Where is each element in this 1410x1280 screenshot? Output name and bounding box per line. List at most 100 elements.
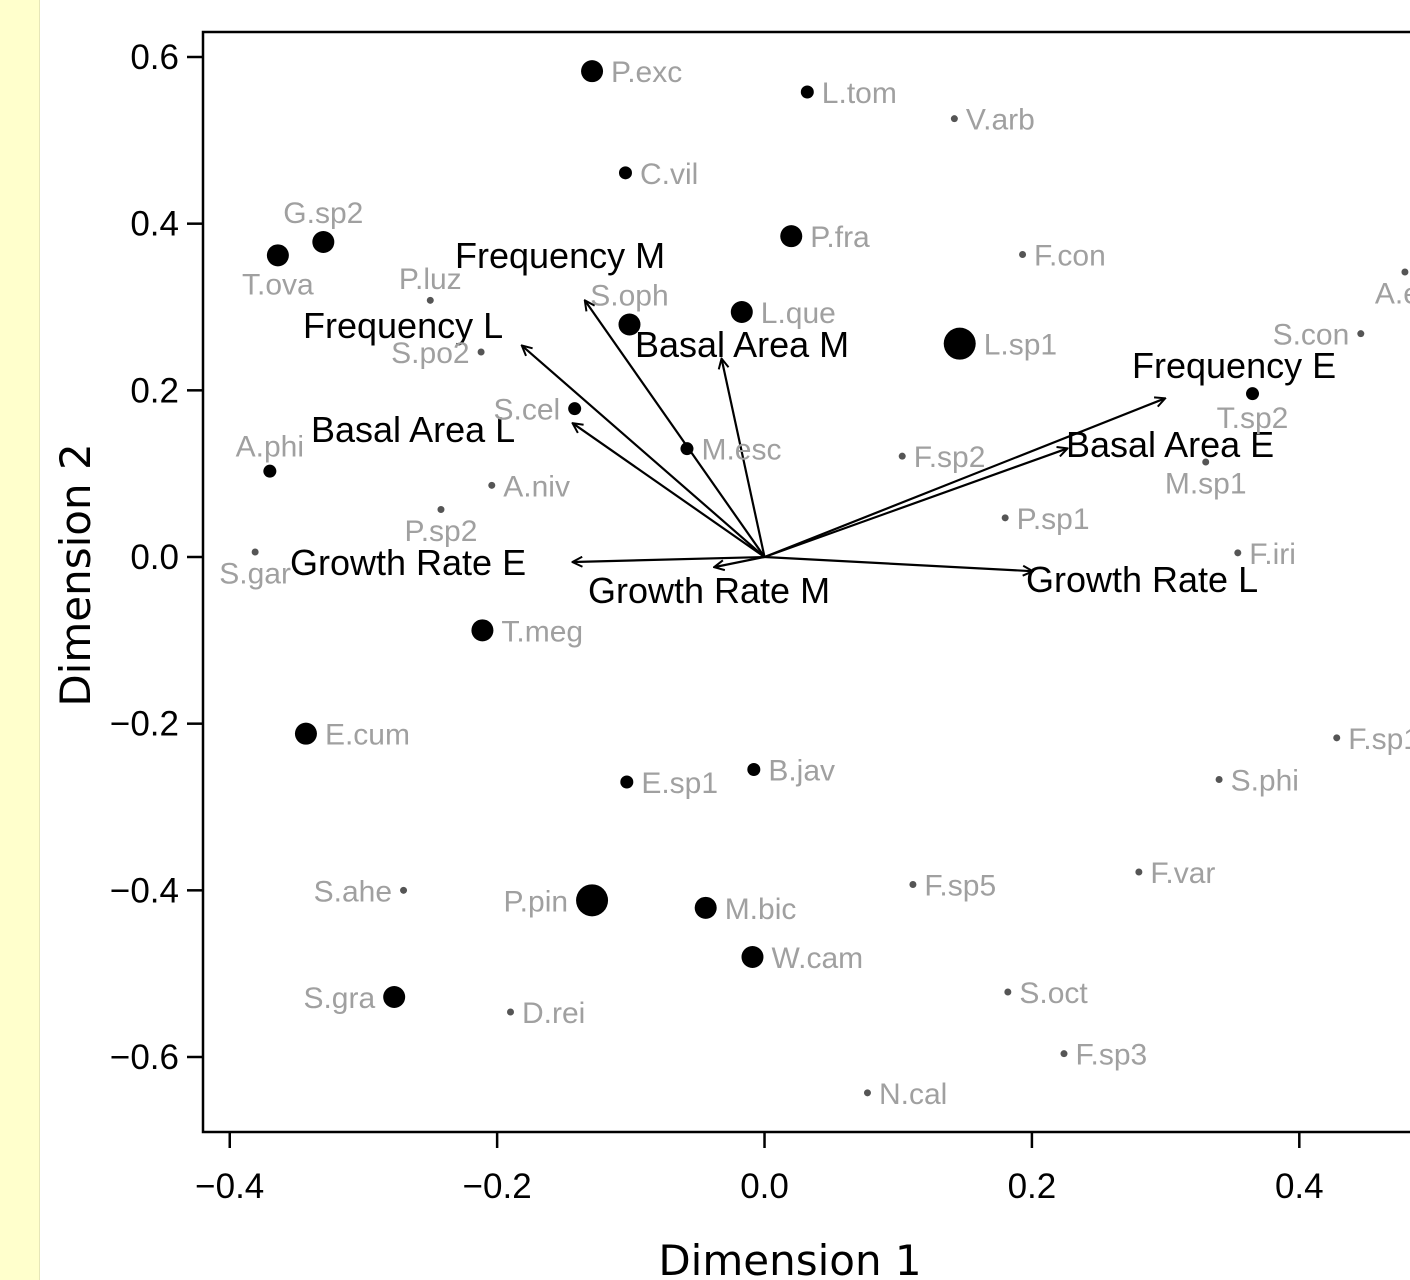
- species-point: [780, 225, 803, 248]
- vector-label: Basal Area E: [1066, 424, 1274, 465]
- species-point: [800, 85, 814, 99]
- species-label: W.cam: [771, 942, 863, 975]
- species-point: [576, 884, 609, 917]
- species-point: [266, 244, 289, 267]
- species-point: [898, 452, 906, 460]
- species-label: M.sp1: [1165, 468, 1247, 501]
- species-point: [507, 1008, 514, 1016]
- species-point: [488, 481, 496, 489]
- species-point: [1060, 1050, 1068, 1058]
- species-point: [426, 296, 434, 304]
- vector-label: Frequency L: [303, 305, 503, 346]
- species-point: [1234, 549, 1242, 557]
- species-label: V.arb: [966, 104, 1035, 137]
- species-label: S.gra: [303, 982, 375, 1015]
- species-point: [263, 464, 277, 478]
- species-label: C.vil: [640, 158, 698, 191]
- vector-label: Basal Area L: [311, 409, 515, 450]
- y-tick-label: −0.6: [110, 1038, 179, 1077]
- species-label: L.que: [761, 297, 836, 330]
- species-label: M.esc: [701, 434, 781, 467]
- species-label: B.jav: [768, 755, 835, 788]
- species-point: [1202, 458, 1210, 466]
- vector-label: Growth Rate E: [290, 542, 526, 583]
- species-point: [1004, 988, 1012, 996]
- y-axis-title: Dimension 2: [51, 443, 100, 706]
- species-label: D.rei: [522, 997, 585, 1030]
- vector-arrow: [585, 301, 766, 558]
- species-point: [1001, 514, 1009, 522]
- species-label: L.sp1: [984, 329, 1057, 362]
- vector-arrow: [523, 346, 766, 558]
- species-label: F.sp5: [924, 870, 996, 903]
- species-label: T.ova: [242, 268, 314, 301]
- species-point: [618, 313, 641, 336]
- species-label: N.cal: [879, 1078, 947, 1111]
- species-label: L.tom: [822, 77, 897, 110]
- vector-label: Growth Rate L: [1026, 559, 1258, 600]
- species-point: [437, 506, 445, 513]
- vector-arrow: [573, 557, 765, 562]
- x-tick-label: −0.2: [463, 1167, 532, 1206]
- axes: −0.4 −0.2 0.0 0.2 0.4 −0.6 −0.4 −0.2 0.0 0.2 0.4 0.…: [51, 30, 1410, 1280]
- species-label: G.sp2: [283, 197, 363, 230]
- species-point: [581, 60, 604, 83]
- vector-label: Frequency E: [1132, 345, 1336, 386]
- species-point: [950, 115, 958, 123]
- species-point: [1357, 330, 1365, 338]
- species-label: S.po2: [391, 337, 469, 370]
- species-label: E.sp1: [641, 767, 718, 800]
- vector-label: Basal Area M: [635, 324, 849, 365]
- x-tick-label: 0.2: [1008, 1167, 1057, 1206]
- vector-arrow: [764, 449, 1067, 559]
- y-tick-label: −0.2: [110, 705, 179, 744]
- species-point: [1135, 868, 1143, 876]
- vector-arrow: [573, 424, 766, 558]
- species-label: S.phi: [1231, 765, 1299, 798]
- species-point: [1333, 734, 1341, 742]
- species-label: F.iri: [1249, 538, 1296, 571]
- vector-label: Frequency M: [455, 235, 665, 276]
- species-point: [383, 986, 406, 1008]
- species-label: P.luz: [399, 263, 462, 296]
- labels: Frequency M Frequency L Basal Area M Basal …: [219, 56, 1410, 1111]
- species-label: A.niv: [503, 470, 570, 503]
- vector-label: Growth Rate M: [588, 570, 830, 611]
- species-point: [477, 348, 485, 356]
- left-margin-strip: [0, 0, 40, 1280]
- species-label: F.sp1: [1348, 723, 1410, 756]
- species-label: P.exc: [611, 56, 682, 89]
- x-tick-label: 0.4: [1275, 1167, 1324, 1206]
- species-point: [730, 301, 753, 323]
- species-label: T.sp2: [1217, 402, 1289, 435]
- species-point: [909, 881, 917, 888]
- species-point: [1019, 251, 1027, 258]
- x-tick-label: −0.4: [195, 1167, 264, 1206]
- species-point: [943, 327, 976, 360]
- vector-arrow: [764, 555, 1032, 571]
- vector-arrows: [523, 301, 1165, 571]
- x-tick-label: 0.0: [740, 1167, 789, 1206]
- species-label: S.cel: [493, 394, 560, 427]
- species-point: [1401, 268, 1409, 276]
- species-label: F.sp3: [1076, 1039, 1148, 1072]
- species-label: P.sp2: [405, 515, 478, 548]
- species-label: F.var: [1150, 857, 1215, 890]
- species-label: T.meg: [501, 615, 583, 648]
- species-label: S.oph: [590, 280, 668, 313]
- species-label: P.fra: [810, 221, 870, 254]
- species-point: [747, 763, 761, 776]
- species-label: F.sp2: [914, 441, 986, 474]
- species-point: [312, 231, 335, 253]
- y-tick-label: 0.4: [130, 205, 179, 244]
- y-tick-label: −0.4: [110, 871, 179, 910]
- species-point: [1215, 776, 1223, 783]
- species-point: [620, 775, 634, 789]
- species-point: [1246, 387, 1260, 401]
- species-label: A.phi: [236, 431, 304, 464]
- species-label: S.con: [1273, 319, 1350, 352]
- species-points: [251, 60, 1409, 1097]
- species-label: M.bic: [725, 893, 797, 926]
- species-label: P.pin: [504, 885, 569, 918]
